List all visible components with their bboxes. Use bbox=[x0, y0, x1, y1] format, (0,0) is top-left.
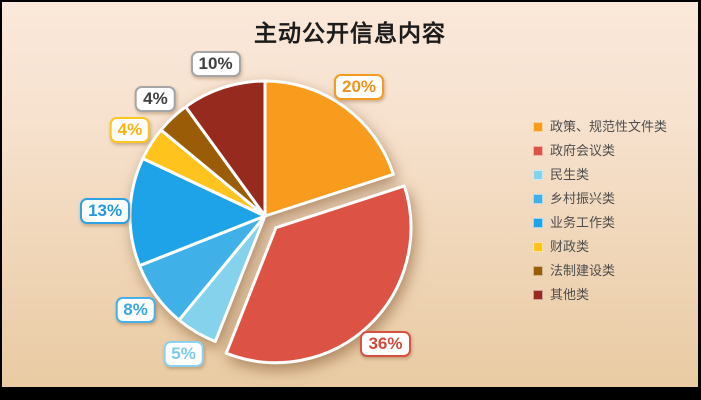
legend-swatch-icon bbox=[533, 265, 543, 276]
legend-label: 乡村振兴类 bbox=[550, 191, 616, 206]
legend-swatch-icon bbox=[533, 289, 543, 300]
pie-slice-1 bbox=[224, 184, 413, 365]
pct-label-0: 20% bbox=[334, 73, 385, 100]
legend-label: 政府会议类 bbox=[550, 143, 616, 158]
legend-item-5: 财政类 bbox=[533, 238, 667, 255]
legend-item-7: 其他类 bbox=[533, 286, 667, 303]
pct-label-2: 5% bbox=[163, 340, 204, 367]
legend-item-0: 政策、规范性文件类 bbox=[533, 118, 667, 135]
pct-label-4: 13% bbox=[80, 197, 131, 224]
legend: 政策、规范性文件类 政府会议类民生类乡村振兴类业务工作类财政类法制建设类其他类 bbox=[533, 118, 667, 303]
legend-label: 政策、规范性文件类 bbox=[550, 119, 668, 134]
legend-label: 财政类 bbox=[550, 239, 590, 254]
legend-label: 民生类 bbox=[550, 167, 590, 182]
pie-slice-0 bbox=[263, 79, 395, 218]
chart-title: 主动公开信息内容 bbox=[254, 20, 446, 46]
legend-swatch-icon bbox=[533, 169, 543, 180]
chart-background: 主动公开信息内容 20% 36% 5% 8% 13% 4% 4% 10% 政策、规范性文件类政… bbox=[2, 2, 698, 387]
pie-slice-7 bbox=[184, 79, 267, 218]
legend-swatch-icon bbox=[533, 121, 543, 132]
legend-swatch-icon bbox=[533, 241, 543, 252]
legend-label: 业务工作类 bbox=[550, 215, 616, 230]
legend-label: 法制建设类 bbox=[550, 263, 616, 278]
legend-swatch-icon bbox=[533, 145, 543, 156]
pct-label-1: 36% bbox=[360, 331, 411, 358]
pct-label-5: 4% bbox=[109, 117, 151, 144]
pie-chart bbox=[128, 79, 413, 365]
legend-item-1: 政府会议类 bbox=[533, 142, 667, 159]
legend-swatch-icon bbox=[533, 217, 543, 228]
legend-item-2: 民生类 bbox=[533, 166, 667, 183]
legend-label: 其他类 bbox=[550, 287, 590, 302]
pct-label-6: 4% bbox=[135, 86, 176, 113]
pct-label-3: 8% bbox=[115, 297, 156, 324]
legend-item-6: 法制建设类 bbox=[533, 262, 667, 279]
pct-label-7: 10% bbox=[190, 50, 241, 77]
legend-swatch-icon bbox=[533, 193, 543, 204]
legend-item-3: 乡村振兴类 bbox=[533, 190, 667, 207]
legend-item-4: 业务工作类 bbox=[533, 214, 667, 231]
